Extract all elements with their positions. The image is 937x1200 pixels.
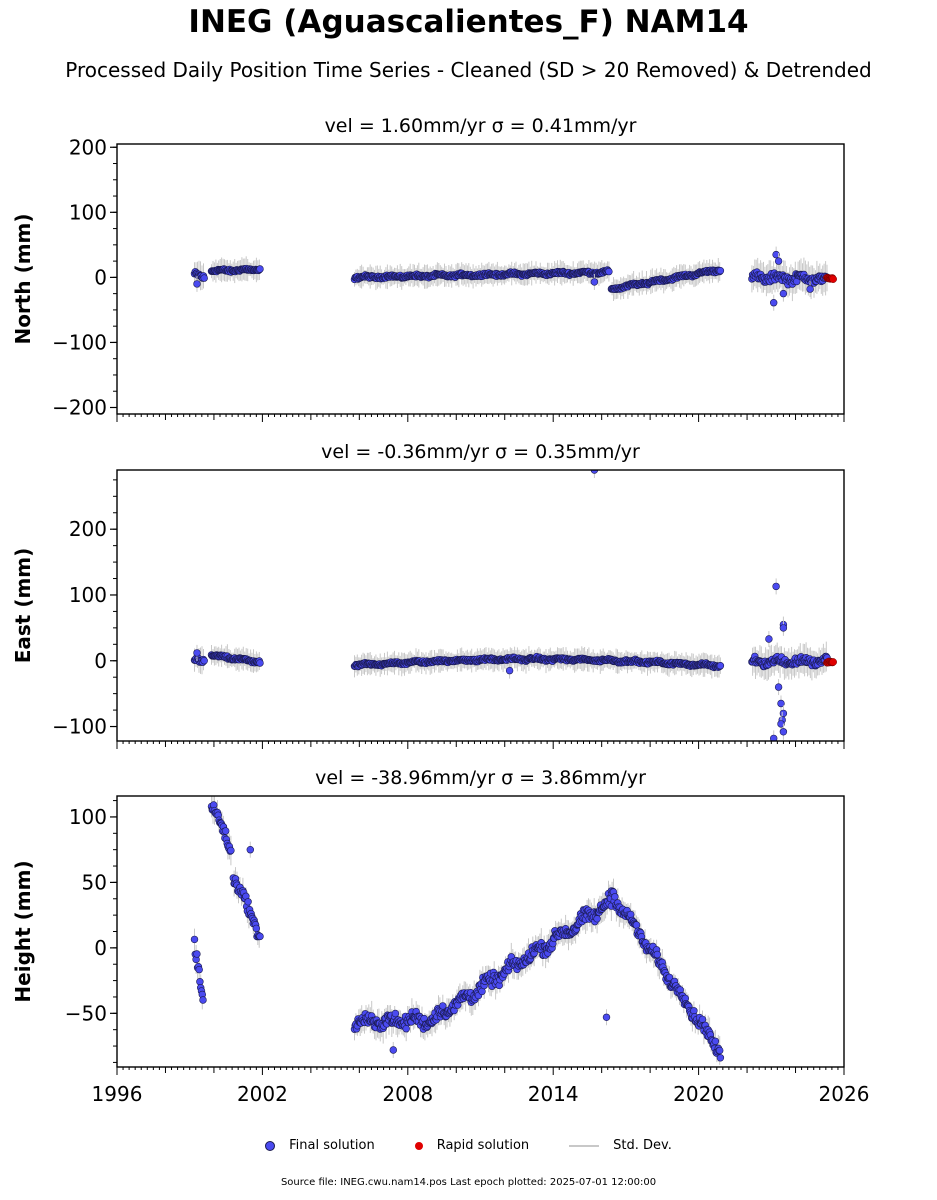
legend-final-label: Final solution <box>289 1138 375 1153</box>
panel-2-frame <box>116 469 845 742</box>
outlier-point <box>389 1046 397 1054</box>
y-tick-label: −200 <box>52 395 107 419</box>
final-solution-point <box>402 1024 410 1033</box>
final-solution-point <box>195 965 203 974</box>
x-tick-label: 2014 <box>528 1082 579 1106</box>
final-solution-point <box>199 996 207 1004</box>
final-solution-point <box>439 1002 447 1010</box>
outlier-point <box>193 280 201 288</box>
outlier-point <box>505 666 514 675</box>
panel-title: vel = -38.96mm/yr σ = 3.86mm/yr <box>315 767 646 789</box>
final-solution-point <box>605 267 613 276</box>
y-tick-label: −50 <box>65 1001 107 1025</box>
figure-subtitle: Processed Daily Position Time Series - C… <box>65 58 872 82</box>
y-tick-label: 100 <box>69 583 107 607</box>
y-tick-label: 0 <box>94 649 107 673</box>
outlier-point <box>779 709 788 718</box>
legend-final: Final solution <box>265 1138 375 1153</box>
y-tick-label: 100 <box>69 200 107 224</box>
legend-std-dev-label: Std. Dev. <box>613 1138 672 1153</box>
panel-1-data <box>190 246 837 311</box>
outlier-point <box>777 699 785 708</box>
final-solution-point <box>193 950 201 958</box>
y-tick-label: 50 <box>82 870 107 894</box>
outlier-point <box>590 278 599 286</box>
legend-rapid: Rapid solution <box>414 1138 530 1153</box>
y-axis-label: East (mm) <box>11 548 35 664</box>
rapid-solution-point <box>829 658 837 666</box>
final-solution-point <box>716 1054 725 1062</box>
legend-std-dev: Std. Dev. <box>569 1138 672 1153</box>
final-solution-point <box>196 977 204 986</box>
final-solution-point <box>244 898 252 906</box>
final-solution-point <box>200 274 208 282</box>
figure-title: INEG (Aguascalientes_F) NAM14 <box>188 4 749 40</box>
std-dev-line-icon <box>569 1144 600 1147</box>
panel-2: −100 0 100 200 vel = -0.36mm/yr σ = 0.35mm/y… <box>11 441 845 749</box>
y-tick-label: −100 <box>52 330 107 354</box>
final-solution-point <box>665 973 674 982</box>
x-tick-label: 2026 <box>819 1082 870 1106</box>
final-solution-point <box>611 893 619 901</box>
x-tick-label: 2002 <box>237 1082 288 1106</box>
final-solution-point <box>222 827 230 835</box>
y-tick-label: 0 <box>94 936 107 960</box>
outlier-point <box>193 649 201 657</box>
final-solution-point <box>200 656 208 665</box>
y-tick-label: 200 <box>69 517 107 541</box>
outlier-point <box>772 250 780 259</box>
y-axis-label: Height (mm) <box>11 860 35 1002</box>
final-solution-point <box>252 924 260 933</box>
outlier-point <box>246 845 255 854</box>
panel-3-data <box>190 796 725 1065</box>
outlier-point <box>779 289 788 298</box>
final-solution-point <box>256 659 264 667</box>
final-solution-point <box>391 1009 400 1018</box>
final-solution-point <box>716 661 725 670</box>
final-solution-point <box>227 846 235 855</box>
x-tick-label: 2008 <box>382 1082 433 1106</box>
legend: Final solution Rapid solution Std. Dev. <box>0 1138 937 1153</box>
final-solution-point <box>632 921 641 929</box>
panel-1: −200 −100 0 100 200 vel = 1.60mm/yr σ = 0.41m… <box>11 115 845 422</box>
y-axis-label: North (mm) <box>11 213 35 344</box>
outlier-point <box>772 582 780 591</box>
legend-rapid-label: Rapid solution <box>436 1138 530 1153</box>
outlier-point <box>770 734 778 741</box>
final-solution-point <box>711 1037 720 1046</box>
time-series-plots: −200 −100 0 100 200 vel = 1.60mm/yr σ = 0.41m… <box>11 115 869 1106</box>
outlier-point <box>806 285 814 293</box>
outlier-point <box>777 720 785 728</box>
final-solution-marker-icon <box>265 1140 276 1151</box>
final-solution-point <box>593 915 601 923</box>
outlier-point <box>774 683 783 691</box>
panel-3: −50 0 50 100 1996 2002 2008 2014 2020 2026 vel = -… <box>11 767 869 1106</box>
x-tick-label: 1996 <box>92 1082 143 1106</box>
final-solution-point <box>715 1046 724 1055</box>
outlier-point <box>774 257 783 265</box>
final-solution-point <box>256 265 264 273</box>
final-solution-point <box>716 267 725 275</box>
outlier-point <box>602 1013 611 1021</box>
y-tick-label: 100 <box>69 805 107 829</box>
rapid-solution-point <box>829 275 837 283</box>
final-solution-point <box>653 950 661 959</box>
y-tick-label: 0 <box>94 265 107 289</box>
outlier-point <box>765 635 773 643</box>
outlier-point <box>779 624 788 632</box>
outlier-point <box>769 299 778 307</box>
x-tick-label: 2020 <box>673 1082 724 1106</box>
y-tick-label: 200 <box>69 135 107 159</box>
source-footer: Source file: INEG.cwu.nam14.pos Last epo… <box>280 1177 657 1188</box>
final-solution-point <box>190 935 199 944</box>
panel-title: vel = -0.36mm/yr σ = 0.35mm/yr <box>321 441 640 463</box>
y-tick-label: −100 <box>52 715 107 739</box>
panel-2-data <box>190 470 837 741</box>
final-solution-point <box>626 910 635 919</box>
outlier-point <box>779 728 788 736</box>
final-solution-point <box>256 932 264 941</box>
rapid-solution-marker-icon <box>414 1141 423 1150</box>
panel-title: vel = 1.60mm/yr σ = 0.41mm/yr <box>325 115 637 137</box>
